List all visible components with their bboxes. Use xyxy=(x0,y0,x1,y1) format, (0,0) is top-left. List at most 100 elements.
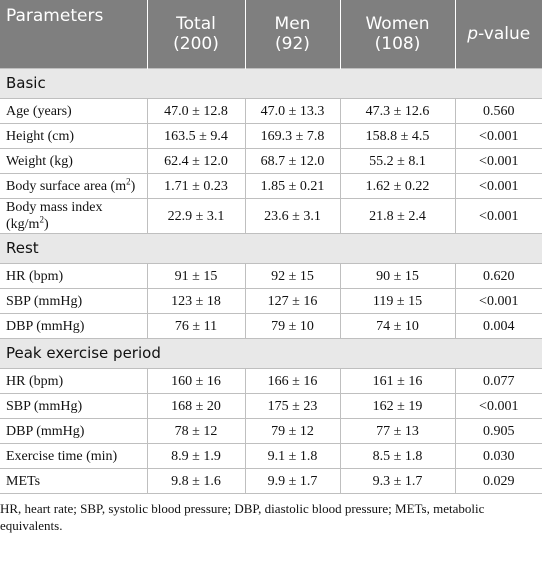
header-cell: Men (92) xyxy=(245,0,341,69)
row-label: HR (bpm) xyxy=(0,263,148,289)
data-cell: 77 ± 13 xyxy=(339,418,456,444)
p-rest: -value xyxy=(478,24,531,44)
data-cell: 0.004 xyxy=(454,313,542,339)
data-cell: 9.1 ± 1.8 xyxy=(244,443,341,469)
data-cell: 0.620 xyxy=(454,263,542,289)
data-cell: 90 ± 15 xyxy=(339,263,456,289)
label-text: ) xyxy=(130,178,136,194)
data-cell: 127 ± 16 xyxy=(244,288,341,314)
p-italic: p xyxy=(467,24,479,44)
row-label: DBP (mmHg) xyxy=(0,418,148,444)
data-cell: 8.5 ± 1.8 xyxy=(339,443,456,469)
data-cell: <0.001 xyxy=(454,123,542,149)
row-label: SBP (mmHg) xyxy=(0,393,148,419)
data-row: HR (bpm) 160 ± 16 166 ± 16 161 ± 16 0.077 xyxy=(0,368,542,394)
section-title: Rest xyxy=(0,233,542,264)
data-cell: 175 ± 23 xyxy=(244,393,341,419)
data-cell: 9.8 ± 1.6 xyxy=(146,468,246,494)
data-row: Body surface area (m2) 1.71 ± 0.23 1.85 ± … xyxy=(0,173,542,199)
data-cell: 79 ± 12 xyxy=(244,418,341,444)
data-cell: 0.030 xyxy=(454,443,542,469)
data-cell: <0.001 xyxy=(454,173,542,199)
data-cell: 158.8 ± 4.5 xyxy=(339,123,456,149)
data-row: Height (cm) 163.5 ± 9.4 169.3 ± 7.8 158.8 ±… xyxy=(0,123,542,149)
row-label: Height (cm) xyxy=(0,123,148,149)
data-cell: 23.6 ± 3.1 xyxy=(244,198,341,234)
data-cell: 47.3 ± 12.6 xyxy=(339,98,456,124)
data-row: DBP (mmHg) 78 ± 12 79 ± 12 77 ± 13 0.905 xyxy=(0,418,542,444)
header-cell: Women (108) xyxy=(340,0,456,69)
data-row: DBP (mmHg) 76 ± 11 79 ± 10 74 ± 10 0.004 xyxy=(0,313,542,339)
data-cell: 91 ± 15 xyxy=(146,263,246,289)
label-text: Body mass index (kg/m xyxy=(6,200,103,232)
data-cell: 1.62 ± 0.22 xyxy=(339,173,456,199)
row-label: DBP (mmHg) xyxy=(0,313,148,339)
row-label: Weight (kg) xyxy=(0,148,148,174)
data-cell: 8.9 ± 1.9 xyxy=(146,443,246,469)
data-row: METs 9.8 ± 1.6 9.9 ± 1.7 9.3 ± 1.7 0.029 xyxy=(0,468,542,494)
table-body: Basic Age (years) 47.0 ± 12.8 47.0 ± 13.3 47… xyxy=(0,68,542,494)
data-cell: 9.9 ± 1.7 xyxy=(244,468,341,494)
section-title: Peak exercise period xyxy=(0,338,542,369)
data-cell: 78 ± 12 xyxy=(146,418,246,444)
group-name: Men xyxy=(274,14,311,34)
row-label: Exercise time (min) xyxy=(0,443,148,469)
section-row: Peak exercise period xyxy=(0,338,542,369)
data-cell: <0.001 xyxy=(454,198,542,234)
header-row: Parameters Total (200) Men (92) Women (108) p-v… xyxy=(0,0,542,69)
section-title: Basic xyxy=(0,68,542,99)
data-cell: 1.85 ± 0.21 xyxy=(244,173,341,199)
header-cell: Total (200) xyxy=(147,0,246,69)
data-row: SBP (mmHg) 168 ± 20 175 ± 23 162 ± 19 <0.001 xyxy=(0,393,542,419)
group-name: Women xyxy=(365,14,430,34)
data-cell: 0.560 xyxy=(454,98,542,124)
data-cell: 0.029 xyxy=(454,468,542,494)
data-cell: 0.077 xyxy=(454,368,542,394)
data-cell: 161 ± 16 xyxy=(339,368,456,394)
group-n: (92) xyxy=(275,34,310,54)
data-table: Parameters Total (200) Men (92) Women (108) p-v… xyxy=(0,0,542,494)
data-cell: 21.8 ± 2.4 xyxy=(339,198,456,234)
data-cell: 47.0 ± 13.3 xyxy=(244,98,341,124)
data-cell: 1.71 ± 0.23 xyxy=(146,173,246,199)
data-row: HR (bpm) 91 ± 15 92 ± 15 90 ± 15 0.620 xyxy=(0,263,542,289)
group-n: (108) xyxy=(374,34,421,54)
data-cell: 163.5 ± 9.4 xyxy=(146,123,246,149)
data-cell: 169.3 ± 7.8 xyxy=(244,123,341,149)
data-cell: 47.0 ± 12.8 xyxy=(146,98,246,124)
header-cell: Parameters xyxy=(0,0,148,69)
data-cell: 123 ± 18 xyxy=(146,288,246,314)
group-n: (200) xyxy=(173,34,219,54)
group-name: Total xyxy=(176,14,216,34)
data-row: Body mass index (kg/m2) 22.9 ± 3.1 23.6 ± … xyxy=(0,198,542,234)
data-cell: 166 ± 16 xyxy=(244,368,341,394)
data-cell: 74 ± 10 xyxy=(339,313,456,339)
data-row: Age (years) 47.0 ± 12.8 47.0 ± 13.3 47.3 ± … xyxy=(0,98,542,124)
section-row: Rest xyxy=(0,233,542,264)
data-cell: 62.4 ± 12.0 xyxy=(146,148,246,174)
data-cell: 9.3 ± 1.7 xyxy=(339,468,456,494)
data-cell: 92 ± 15 xyxy=(244,263,341,289)
data-row: Exercise time (min) 8.9 ± 1.9 9.1 ± 1.8 8.5… xyxy=(0,443,542,469)
data-cell: 55.2 ± 8.1 xyxy=(339,148,456,174)
data-cell: 79 ± 10 xyxy=(244,313,341,339)
label-text: ) xyxy=(43,217,49,232)
data-cell: <0.001 xyxy=(454,393,542,419)
data-cell: 168 ± 20 xyxy=(146,393,246,419)
data-cell: 160 ± 16 xyxy=(146,368,246,394)
row-label: METs xyxy=(0,468,148,494)
row-label: Body mass index (kg/m2) xyxy=(0,198,148,234)
label-sup: 2 xyxy=(126,175,131,186)
row-label: HR (bpm) xyxy=(0,368,148,394)
data-cell: 162 ± 19 xyxy=(339,393,456,419)
data-row: SBP (mmHg) 123 ± 18 127 ± 16 119 ± 15 <0.001 xyxy=(0,288,542,314)
label-sup: 2 xyxy=(39,214,44,225)
data-cell: <0.001 xyxy=(454,288,542,314)
data-cell: <0.001 xyxy=(454,148,542,174)
row-label: Age (years) xyxy=(0,98,148,124)
label-text: Body surface area (m xyxy=(6,178,127,194)
footnote: HR, heart rate; SBP, systolic blood pres… xyxy=(0,501,485,533)
row-label: SBP (mmHg) xyxy=(0,288,148,314)
data-cell: 119 ± 15 xyxy=(339,288,456,314)
